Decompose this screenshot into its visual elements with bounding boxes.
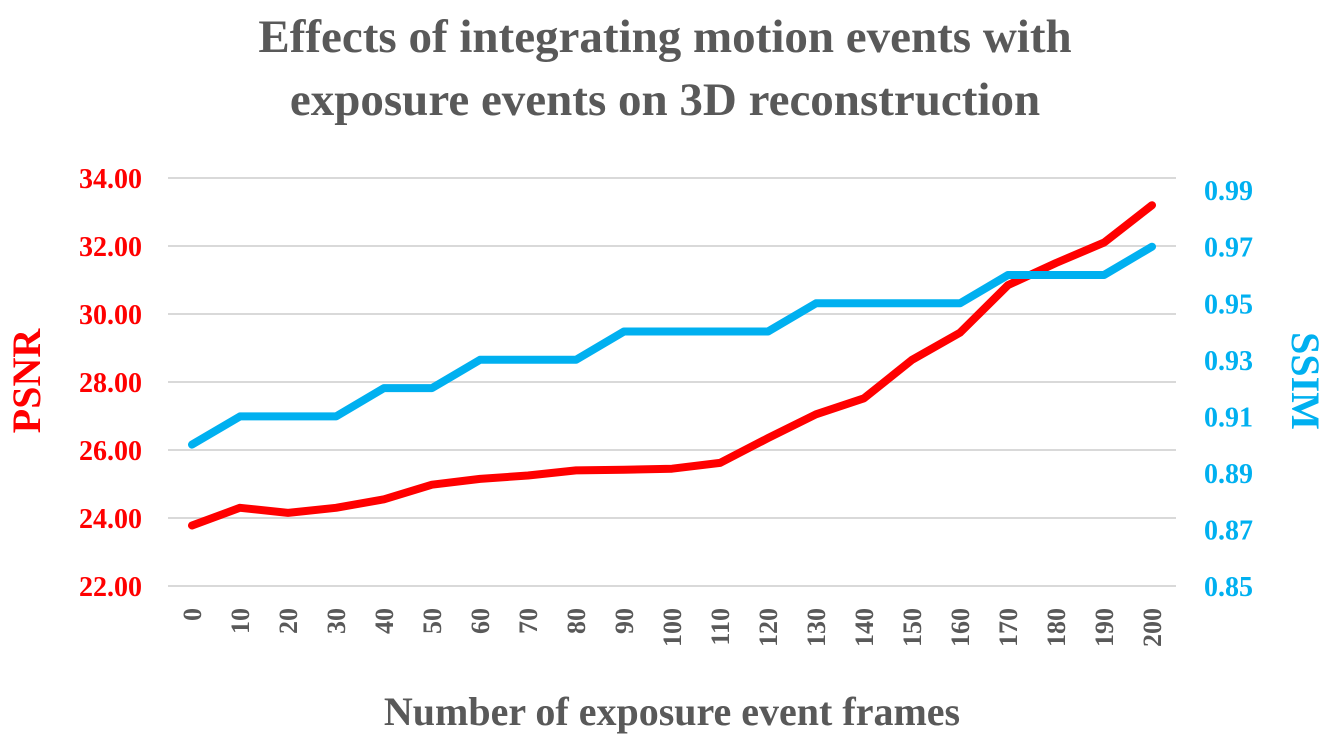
chart-title-line2: exposure events on 3D reconstruction [290,74,1040,126]
x-tick-label: 20 [274,608,303,634]
y-right-tick-label: 0.95 [1204,289,1253,320]
x-tick-label: 170 [994,608,1023,647]
y-left-tick-label: 22.00 [79,572,142,603]
y-right-tick-label: 0.93 [1204,346,1253,377]
x-tick-label: 160 [946,608,975,647]
y-left-tick-label: 34.00 [79,164,142,195]
left-axis-ticks: 22.00 24.00 26.00 28.00 30.00 32.00 34.00 [79,164,142,603]
x-tick-label: 190 [1090,608,1119,647]
y-right-tick-label: 0.99 [1204,176,1253,207]
series-line-psnr [188,201,1156,530]
x-tick-label: 40 [370,608,399,634]
series-lines [188,201,1156,530]
x-tick-label: 90 [610,608,639,634]
x-tick-label: 10 [226,608,255,634]
series-line-ssim [188,242,1156,449]
y-left-tick-label: 32.00 [79,232,142,263]
y-left-tick-label: 30.00 [79,300,142,331]
x-axis-ticks: 0 10 20 30 40 50 60 70 80 90 100 110 120 130 140 150 160… [178,608,1167,647]
y-left-tick-label: 26.00 [79,436,142,467]
y-axis-right-label: SSIM [1283,332,1328,430]
x-tick-label: 50 [418,608,447,634]
x-tick-label: 110 [706,608,735,646]
y-right-tick-label: 0.97 [1204,233,1253,264]
y-right-tick-label: 0.91 [1204,402,1253,433]
x-tick-label: 140 [850,608,879,647]
x-tick-label: 200 [1138,608,1167,647]
y-left-tick-label: 24.00 [79,504,142,535]
y-axis-left-label: PSNR [4,328,49,434]
x-tick-label: 120 [754,608,783,647]
y-right-tick-label: 0.89 [1204,459,1253,490]
gridlines [168,177,1176,587]
y-right-tick-label: 0.87 [1204,515,1253,546]
x-axis-label: Number of exposure event frames [384,689,960,734]
x-tick-label: 30 [322,608,351,634]
x-tick-label: 0 [178,608,207,621]
x-tick-label: 70 [514,608,543,634]
x-tick-label: 80 [562,608,591,634]
x-tick-label: 60 [466,608,495,634]
y-right-tick-label: 0.85 [1204,572,1253,603]
chart-title-line1: Effects of integrating motion events wit… [258,11,1071,63]
x-tick-label: 130 [802,608,831,647]
right-axis-ticks: 0.85 0.87 0.89 0.91 0.93 0.95 0.97 0.99 [1204,176,1253,603]
x-tick-label: 180 [1042,608,1071,647]
y-left-tick-label: 28.00 [79,368,142,399]
x-tick-label: 150 [898,608,927,647]
x-tick-label: 100 [658,608,687,647]
